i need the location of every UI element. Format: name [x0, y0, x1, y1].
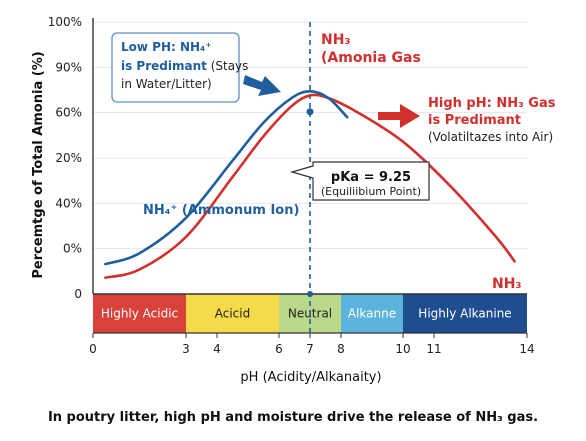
x-tick-label: 10: [395, 342, 410, 356]
caption: In poutry litter, high pH and moisture d…: [47, 410, 539, 425]
x-tick-labels: 0 3 4 6 7 8 10 11 14: [89, 333, 535, 356]
pka-callout-box: [289, 161, 430, 201]
x-axis-label: pH (Acidity/Alkanaity): [240, 370, 381, 385]
x-tick-label: 7: [306, 342, 314, 356]
ph-band: [403, 294, 527, 333]
y-tick-label: 0: [74, 287, 82, 301]
y-tick-labels: 100% 90% 60% 20% 40% 0% 0: [48, 15, 82, 301]
low-ph-callout-line3: in Water/Litter): [121, 77, 212, 91]
y-tick-label: 0%: [63, 242, 82, 256]
x-tick-label: 8: [337, 342, 345, 356]
high-ph-note: (Volatiltazes into Air): [428, 130, 553, 144]
nh3-gas-label: NH₃: [321, 32, 351, 48]
high-ph-arrow: [378, 104, 420, 128]
nh3-series-label: NH₃: [492, 276, 522, 292]
x-tick-label: 3: [182, 342, 190, 356]
low-ph-callout-line2: is Predimant (Stays: [121, 59, 248, 73]
y-tick-label: 100%: [48, 15, 82, 29]
low-ph-arrow: [243, 75, 281, 96]
amonia-gas-label: (Amonia Gas: [321, 50, 421, 66]
y-tick-label: 90%: [55, 60, 82, 74]
ph-band-label: Highly Acidic: [101, 307, 178, 321]
ph-band: [341, 294, 403, 333]
ph-band: [186, 294, 279, 333]
pka-note: (Equiliibium Point): [321, 185, 421, 198]
equilibrium-point: [306, 108, 314, 116]
ph-band: [93, 294, 186, 333]
ph-band-bar: Highly Acidic Acicid Neutral Alkanne Highly …: [93, 294, 527, 333]
equilibrium-base-point: [307, 291, 313, 297]
ph-band-label: Acicid: [215, 307, 250, 321]
series-line-nh3: [104, 93, 516, 279]
y-axis-label: Percemtge of Total Amonia (%): [31, 51, 46, 278]
ph-band-label: Highly Alkanine: [418, 307, 511, 321]
pka-value: pKa = 9.25: [331, 170, 411, 185]
y-tick-label: 60%: [55, 106, 82, 120]
nh4-series-label: NH₄⁺ (Ammonum Ion): [143, 203, 299, 218]
ph-band-label: Alkanne: [348, 307, 396, 321]
ammonia-ph-chart: Highly Acidic Acicid Neutral Alkanne Highly …: [31, 15, 556, 385]
high-ph-title: High pH: NH₃ Gas: [428, 96, 556, 111]
x-tick-label: 6: [275, 342, 283, 356]
y-tick-label: 20%: [55, 151, 82, 165]
x-tick-label: 0: [89, 342, 97, 356]
series-line-nh4: [104, 90, 349, 266]
annotations: Low PH: NH₄⁺ is Predimant (Stays in Water/…: [111, 32, 556, 292]
y-tick-label: 40%: [55, 196, 82, 210]
low-ph-callout-title: Low PH: NH₄⁺: [121, 40, 212, 54]
high-ph-predominant: is Predimant: [428, 113, 521, 128]
low-ph-callout-box: [111, 32, 240, 103]
x-tick-label: 11: [426, 342, 441, 356]
x-tick-label: 14: [519, 342, 534, 356]
x-tick-label: 4: [213, 342, 221, 356]
